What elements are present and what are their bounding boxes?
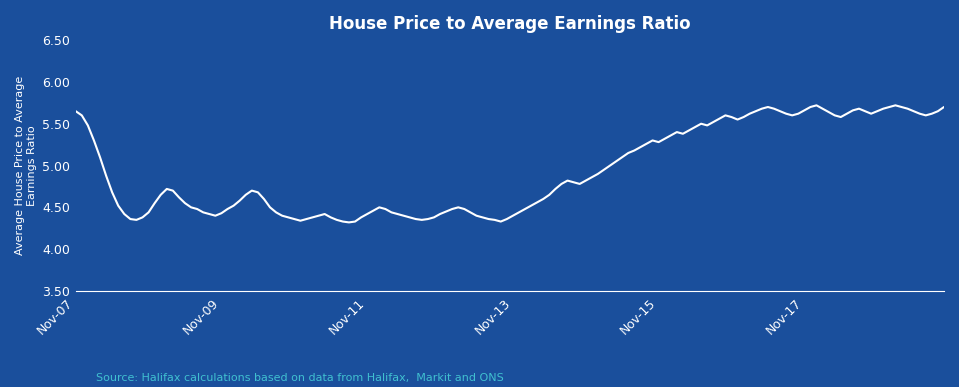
Y-axis label: Average House Price to Average
Earnings Ratio: Average House Price to Average Earnings …	[15, 76, 36, 255]
Text: Source: Halifax calculations based on data from Halifax,  Markit and ONS: Source: Halifax calculations based on da…	[96, 373, 503, 383]
Title: House Price to Average Earnings Ratio: House Price to Average Earnings Ratio	[329, 15, 690, 33]
